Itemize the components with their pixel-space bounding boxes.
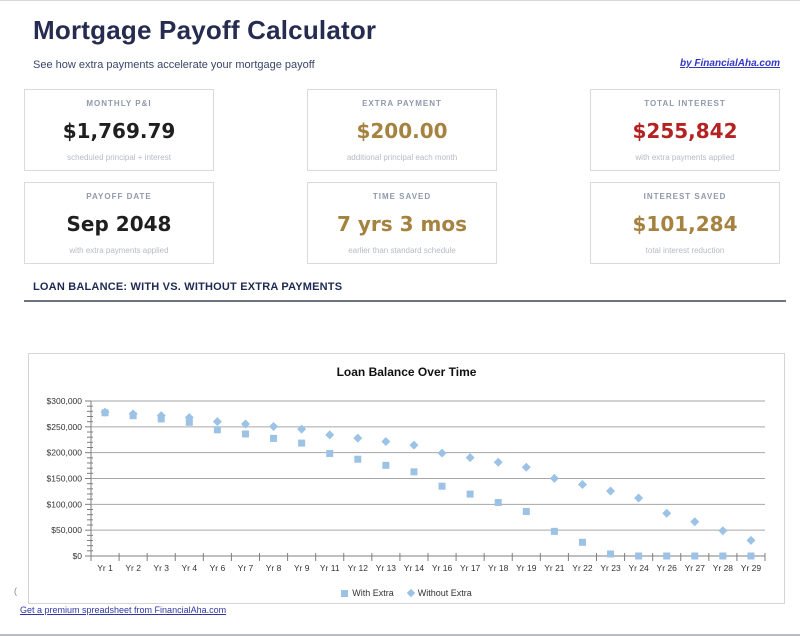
loan-balance-chart: Loan Balance Over Time $0 $50,000 $100,000…: [28, 353, 785, 604]
credit-link[interactable]: by FinancialAha.com: [679, 58, 780, 69]
svg-text:Yr 24: Yr 24: [628, 563, 649, 573]
svg-text:Yr 9: Yr 9: [294, 563, 310, 573]
svg-text:Yr 11: Yr 11: [320, 563, 340, 573]
svg-text:$250,000: $250,000: [47, 422, 83, 432]
legend-item-without-extra: Without Extra: [406, 588, 472, 598]
card-label: MONTHLY P&I: [86, 99, 152, 108]
svg-text:Yr 2: Yr 2: [125, 563, 141, 573]
series-without-extra: [100, 407, 756, 545]
svg-text:Yr 13: Yr 13: [376, 563, 397, 573]
premium-spreadsheet-link[interactable]: Get a premium spreadsheet from Financial…: [20, 605, 227, 615]
diamond-marker-icon: [406, 588, 415, 598]
svg-text:Yr 12: Yr 12: [348, 563, 369, 573]
svg-text:Yr 22: Yr 22: [572, 563, 593, 573]
page-title: Mortgage Payoff Calculator: [33, 15, 377, 45]
card-monthly-pi: MONTHLY P&I $1,769.79 scheduled principa…: [24, 89, 214, 171]
svg-text:Yr 17: Yr 17: [460, 563, 481, 573]
card-label: TOTAL INTEREST: [644, 99, 726, 108]
svg-text:$100,000: $100,000: [47, 499, 83, 509]
card-subtext: earlier than standard schedule: [348, 246, 456, 255]
card-payoff-date: PAYOFF DATE Sep 2048 with extra payments…: [24, 182, 214, 264]
card-subtext: total interest reduction: [645, 246, 725, 255]
card-time-saved: TIME SAVED 7 yrs 3 mos earlier than stan…: [307, 182, 497, 264]
svg-text:$150,000: $150,000: [47, 474, 83, 484]
card-interest-saved: INTEREST SAVED $101,284 total interest r…: [590, 182, 780, 264]
card-value: $200.00: [356, 118, 448, 143]
section-divider: [24, 300, 786, 302]
square-marker-icon: [341, 589, 349, 597]
chart-plot-area: $0 $50,000 $100,000 $150,000 $200,000 $250,00…: [47, 396, 766, 573]
card-label: INTEREST SAVED: [643, 192, 727, 201]
svg-text:Yr 7: Yr 7: [238, 563, 254, 573]
section-title: LOAN BALANCE: WITH VS. WITHOUT EXTRA PAY…: [33, 281, 343, 293]
svg-text:Yr 29: Yr 29: [741, 563, 762, 573]
legend-label: With Extra: [352, 588, 394, 598]
page-subtitle: See how extra payments accelerate your m…: [33, 59, 315, 71]
card-value: $255,842: [632, 118, 738, 143]
card-subtext: scheduled principal + interest: [67, 153, 171, 162]
svg-text:Yr 8: Yr 8: [266, 563, 282, 573]
legend-label: Without Extra: [417, 588, 472, 598]
svg-text:$0: $0: [73, 551, 83, 561]
svg-text:$300,000: $300,000: [47, 396, 83, 406]
svg-text:Yr 16: Yr 16: [432, 563, 453, 573]
card-value: $101,284: [632, 211, 738, 236]
svg-text:Yr 23: Yr 23: [600, 563, 621, 573]
card-subtext: with extra payments applied: [69, 246, 169, 255]
legend-item-with-extra: With Extra: [341, 588, 394, 598]
svg-text:Yr 6: Yr 6: [210, 563, 226, 573]
svg-text:Yr 26: Yr 26: [657, 563, 678, 573]
card-value: $1,769.79: [62, 118, 176, 143]
card-value: Sep 2048: [66, 211, 172, 236]
svg-text:Yr 27: Yr 27: [685, 563, 706, 573]
card-subtext: with extra payments applied: [635, 153, 735, 162]
card-label: EXTRA PAYMENT: [362, 99, 442, 108]
svg-text:Yr 19: Yr 19: [516, 563, 537, 573]
svg-text:$50,000: $50,000: [51, 525, 82, 535]
svg-text:$200,000: $200,000: [47, 448, 83, 458]
svg-text:Yr 3: Yr 3: [153, 563, 169, 573]
series-with-extra: [101, 409, 755, 560]
svg-text:Yr 1: Yr 1: [97, 563, 113, 573]
card-extra-payment: EXTRA PAYMENT $200.00 additional princip…: [307, 89, 497, 171]
card-subtext: additional principal each month: [346, 153, 458, 162]
card-label: PAYOFF DATE: [86, 192, 152, 201]
svg-text:Yr 21: Yr 21: [544, 563, 565, 573]
svg-text:Yr 4: Yr 4: [181, 563, 197, 573]
svg-text:Yr 28: Yr 28: [713, 563, 734, 573]
chart-title: Loan Balance Over Time: [336, 365, 477, 379]
svg-text:Yr 18: Yr 18: [488, 563, 509, 573]
chart-legend: With Extra Without Extra: [29, 588, 784, 598]
card-total-interest: TOTAL INTEREST $255,842 with extra payme…: [590, 89, 780, 171]
card-value: 7 yrs 3 mos: [336, 211, 467, 236]
svg-text:Yr 14: Yr 14: [404, 563, 425, 573]
card-label: TIME SAVED: [372, 192, 432, 201]
stray-character: (: [14, 586, 17, 596]
